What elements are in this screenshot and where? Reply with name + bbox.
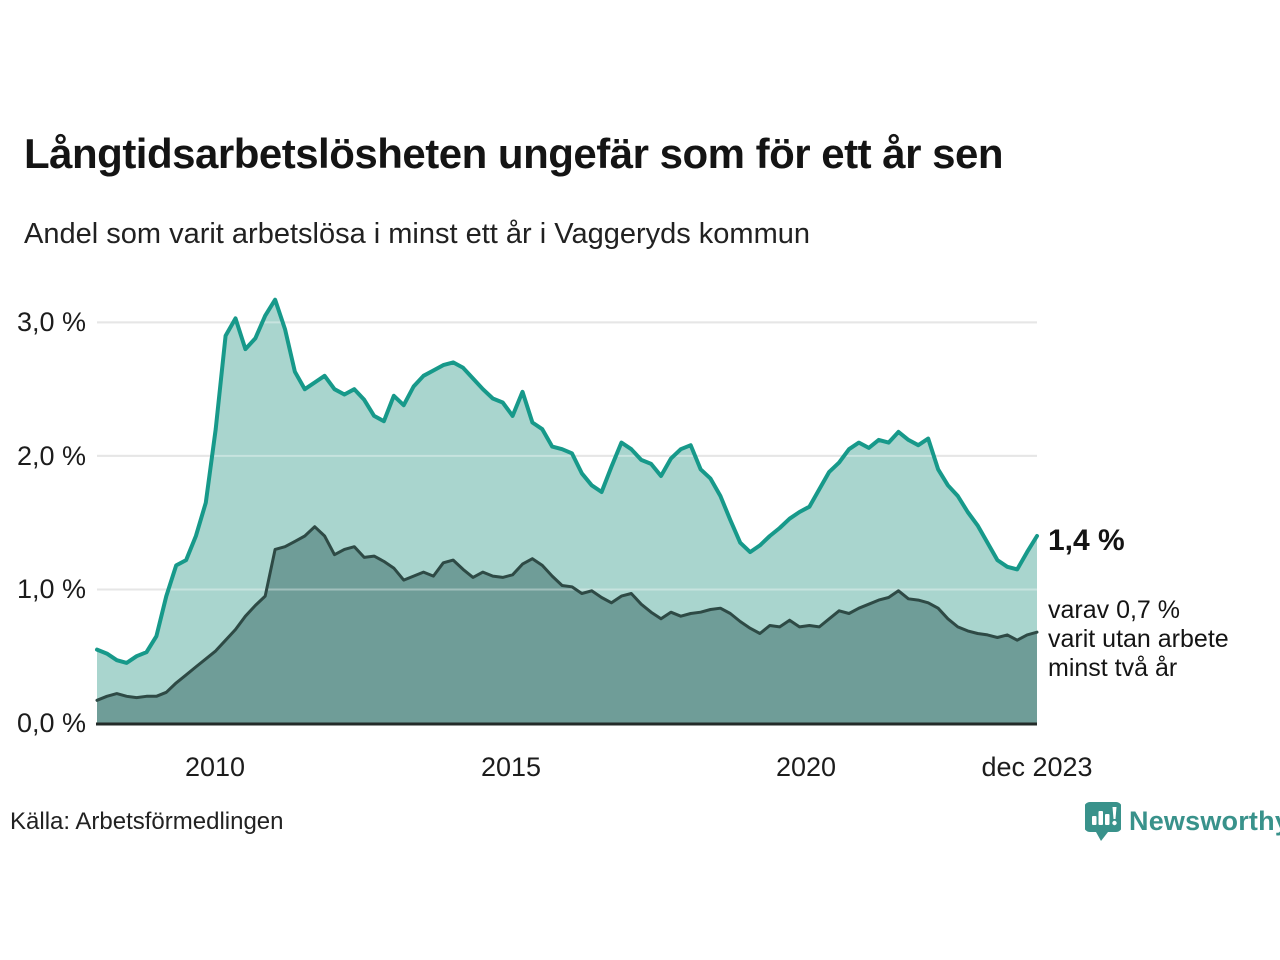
latest-value-label: 1,4 % [1048, 524, 1125, 557]
series-line-0 [95, 297, 1039, 665]
brand-wordmark: Newsworthy [1129, 806, 1280, 836]
x-tick-label-2020: 2020 [775, 752, 837, 782]
brand-logo [1085, 799, 1121, 847]
y-tick-label-0: 0,0 % [16, 708, 86, 738]
subseries-annotation-line-1: varav 0,7 % [1048, 596, 1181, 624]
y-tick-label-1: 1,0 % [16, 574, 86, 604]
y-tick-label-2: 2,0 % [16, 441, 86, 471]
area-fill-1 [97, 526, 1037, 723]
y-tick-label-3: 3,0 % [16, 307, 86, 337]
source-credit: Källa: Arbetsförmedlingen [10, 808, 284, 835]
subseries-annotation: varav 0,7 % varit utan arbete minst två … [1048, 596, 1229, 683]
series-line-1 [95, 525, 1039, 702]
page-subtitle: Andel som varit arbetslösa i minst ett å… [24, 218, 811, 250]
x-tick-label-2015: 2015 [480, 752, 542, 782]
subseries-annotation-line-3: minst två år [1048, 654, 1178, 682]
subseries-annotation-line-2: varit utan arbete [1048, 625, 1229, 653]
x-tick-label-dec-2023: dec 2023 [981, 752, 1093, 782]
page-title: Långtidsarbetslösheten ungefär som för e… [24, 130, 1004, 177]
x-tick-label-2010: 2010 [184, 752, 246, 782]
bar-chart-logo-icon [1085, 802, 1121, 841]
